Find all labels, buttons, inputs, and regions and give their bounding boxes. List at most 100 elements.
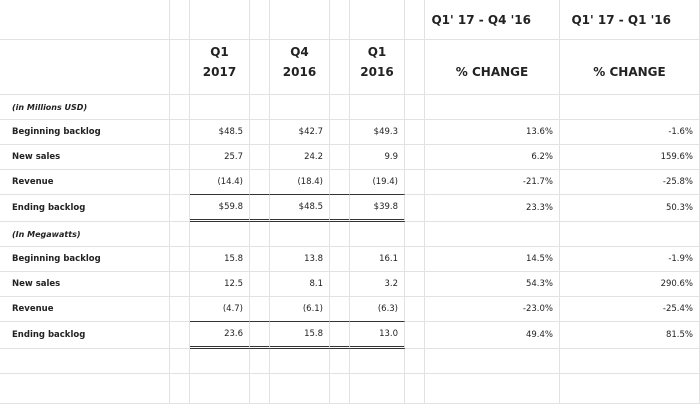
empty-cell (250, 0, 270, 40)
empty-cell (250, 95, 270, 120)
value-cell: (19.4) (350, 170, 405, 195)
empty-cell (170, 145, 190, 170)
empty-cell (405, 0, 425, 40)
change-cell: 6.2% (425, 145, 560, 170)
value-cell: (6.3) (350, 297, 405, 322)
empty-cell (405, 297, 425, 322)
empty-cell (330, 145, 350, 170)
change-cell: 50.3% (560, 195, 700, 222)
empty-cell (250, 322, 270, 349)
empty-cell (425, 349, 560, 374)
empty-cell (405, 349, 425, 374)
value-cell: $48.5 (270, 195, 330, 222)
value-cell: $42.7 (270, 120, 330, 145)
empty-cell (405, 222, 425, 247)
empty-cell (330, 297, 350, 322)
empty-cell (560, 95, 700, 120)
change-label: % CHANGE (560, 40, 700, 95)
change-cell: 54.3% (425, 272, 560, 297)
empty-cell (250, 145, 270, 170)
value-cell: 16.1 (350, 247, 405, 272)
empty-cell (170, 195, 190, 222)
row-label: New sales (0, 272, 170, 297)
empty-cell (250, 374, 270, 404)
value-cell: 13.8 (270, 247, 330, 272)
row-label: Ending backlog (0, 195, 170, 222)
empty-cell (250, 349, 270, 374)
empty-cell (330, 272, 350, 297)
value-cell: 15.8 (190, 247, 250, 272)
value-cell: 25.7 (190, 145, 250, 170)
change-text: % CHANGE (593, 65, 666, 79)
period-line1: Q4 (290, 45, 309, 59)
empty-cell (350, 349, 405, 374)
empty-cell (350, 222, 405, 247)
row-label: Ending backlog (0, 322, 170, 349)
empty-cell (270, 0, 330, 40)
empty-cell (170, 95, 190, 120)
period-header: Q4 2016 (270, 40, 330, 95)
change-cell: 290.6% (560, 272, 700, 297)
period-line2: 2016 (360, 65, 394, 79)
empty-cell (170, 40, 190, 95)
empty-cell (330, 222, 350, 247)
row-label: Revenue (0, 297, 170, 322)
change-cell: 81.5% (560, 322, 700, 349)
empty-cell (350, 0, 405, 40)
empty-cell (170, 272, 190, 297)
change-cell: -1.9% (560, 247, 700, 272)
change-cell: -21.7% (425, 170, 560, 195)
empty-cell (405, 170, 425, 195)
value-cell: 3.2 (350, 272, 405, 297)
empty-cell (170, 222, 190, 247)
change-cell: 13.6% (425, 120, 560, 145)
empty-cell (405, 195, 425, 222)
period-line2: 2017 (202, 65, 237, 79)
value-cell: 15.8 (270, 322, 330, 349)
empty-cell (170, 0, 190, 40)
empty-cell (330, 374, 350, 404)
row-label: Beginning backlog (0, 247, 170, 272)
empty-cell (190, 374, 250, 404)
change-cell: -23.0% (425, 297, 560, 322)
empty-cell (250, 170, 270, 195)
period-line1: Q1 (210, 45, 229, 59)
value-cell: 13.0 (350, 322, 405, 349)
change-cell: -1.6% (560, 120, 700, 145)
value-cell: 23.6 (190, 322, 250, 349)
empty-cell (405, 145, 425, 170)
value-cell: 9.9 (350, 145, 405, 170)
change-text: % CHANGE (455, 65, 529, 79)
empty-cell (250, 272, 270, 297)
value-cell: (6.1) (270, 297, 330, 322)
row-label: Revenue (0, 170, 170, 195)
empty-cell (0, 374, 170, 404)
empty-cell (330, 0, 350, 40)
empty-cell (425, 374, 560, 404)
empty-cell (170, 170, 190, 195)
change-cell: -25.4% (560, 297, 700, 322)
empty-cell (0, 0, 170, 40)
change-range: Q1' 17 - Q1 '16 (560, 0, 700, 40)
empty-cell (405, 247, 425, 272)
empty-cell (425, 222, 560, 247)
empty-cell (0, 40, 170, 95)
empty-cell (405, 40, 425, 95)
empty-cell (330, 120, 350, 145)
change-range: Q1' 17 - Q4 '16 (425, 0, 560, 40)
change-cell: 14.5% (425, 247, 560, 272)
empty-cell (425, 95, 560, 120)
empty-cell (350, 95, 405, 120)
period-line1: Q1 (367, 45, 387, 59)
change-label: % CHANGE (425, 40, 560, 95)
value-cell: (18.4) (270, 170, 330, 195)
empty-cell (190, 222, 250, 247)
change-cell: 23.3% (425, 195, 560, 222)
empty-cell (170, 349, 190, 374)
empty-cell (250, 120, 270, 145)
row-label: New sales (0, 145, 170, 170)
empty-cell (250, 195, 270, 222)
value-cell: $48.5 (190, 120, 250, 145)
change-cell: 159.6% (560, 145, 700, 170)
